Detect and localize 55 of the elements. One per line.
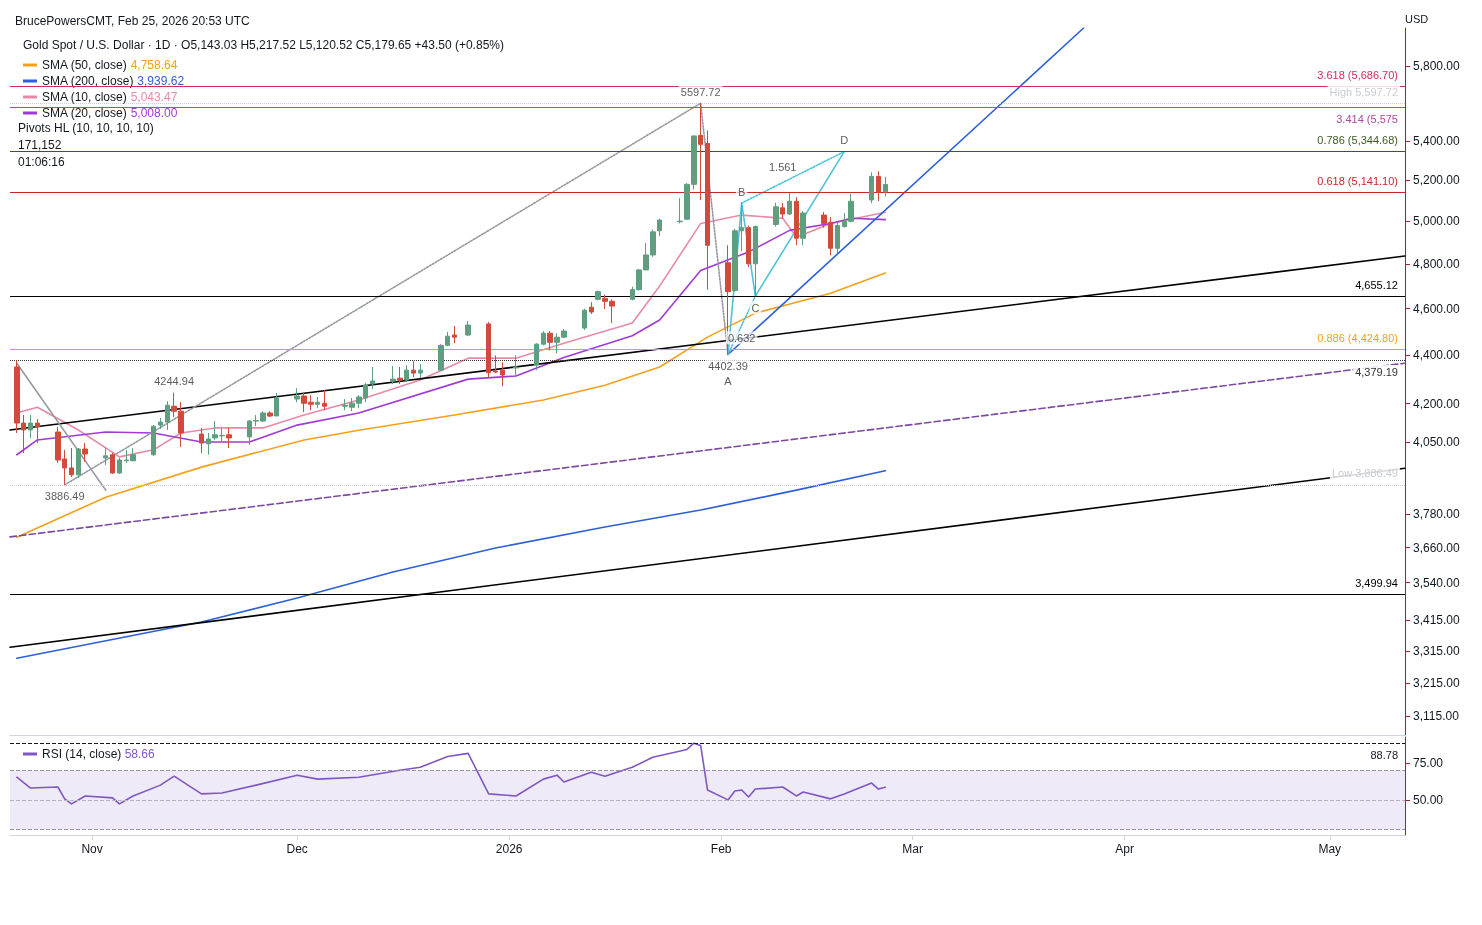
chart-subtitle: BrucePowersCMT, Feb 25, 2026 20:53 UTC <box>15 14 251 28</box>
y-tick-label: 4,400.00 <box>1413 348 1461 363</box>
ref-line-label: 3.618 (5,686.70) <box>1317 69 1398 82</box>
ref-line-label: 0.786 (5,344.68) <box>1317 134 1398 147</box>
legend-label: SMA (10, close) 5,043.47 <box>42 90 178 104</box>
ref-line-label: 4,379.19 <box>1355 365 1398 378</box>
ref-line-label: 3,499.94 <box>1355 576 1398 589</box>
y-tick-label: 3,780.00 <box>1413 506 1461 521</box>
x-tick-label: Apr <box>1115 842 1134 856</box>
y-tick-label: 5,800.00 <box>1413 59 1461 74</box>
y-tick-label: 4,200.00 <box>1413 396 1461 411</box>
y-tick-label: 4,050.00 <box>1413 434 1461 449</box>
y-tick-label: 5,000.00 <box>1413 214 1461 229</box>
x-tick-label: Mar <box>902 842 923 856</box>
legend-label: RSI (14, close) 58.66 <box>42 747 156 761</box>
annotation: 0.632 <box>727 331 756 344</box>
x-tick-label: 2026 <box>495 842 523 856</box>
x-tick-label: Dec <box>286 842 308 856</box>
annotation: 5597.72 <box>680 85 721 98</box>
y-tick-label: 3,115.00 <box>1413 709 1460 724</box>
annotation: 01:06:16 <box>18 155 66 169</box>
x-tick-label: Feb <box>710 842 732 856</box>
y-tick-label: 3,660.00 <box>1413 540 1461 555</box>
annotation: 4402.39 <box>708 360 748 372</box>
legend-label: SMA (50, close) 4,758.64 <box>42 58 178 72</box>
annotation: 3886.49 <box>44 490 85 503</box>
y-tick-label: 4,600.00 <box>1413 301 1461 316</box>
y-tick-label: 50.00 <box>1413 792 1444 807</box>
y-tick-label: 3,215.00 <box>1413 676 1461 691</box>
ref-line-label: 4,655.12 <box>1355 278 1398 291</box>
legend-label: SMA (200, close) 3,939.62 <box>42 74 185 88</box>
y-tick-label: 5,400.00 <box>1413 133 1461 148</box>
ref-line-label: 0.886 (4,424.80) <box>1317 331 1398 344</box>
ref-line-label: 88.78 <box>1370 748 1398 761</box>
annotation: C <box>751 301 760 314</box>
y-axis-title: USD <box>1405 12 1429 25</box>
x-tick-label: Nov <box>81 842 103 856</box>
legend-label: SMA (20, close) 5,008.00 <box>42 106 178 120</box>
ref-line-label: 0.618 (5,141.10) <box>1317 174 1398 187</box>
ref-line-label: 3.414 (5,575 <box>1336 112 1398 125</box>
y-tick-label: 3,315.00 <box>1413 644 1461 659</box>
y-tick-label: 5,200.00 <box>1413 173 1461 188</box>
annotation: 171,152 <box>18 138 62 152</box>
y-tick-label: 3,540.00 <box>1413 575 1461 590</box>
x-tick-label: May <box>1318 842 1342 856</box>
annotation: 4244.94 <box>154 375 194 388</box>
annotation: D <box>840 134 849 147</box>
text: Gold Spot / U.S. Dollar · 1D · O5,143.03 H5,217.52 L5,120.52 C5,179.65 +43.50 (+0.85%) <box>23 38 504 52</box>
annotation: 1.561 <box>768 160 797 173</box>
y-tick-label: 3,415.00 <box>1413 613 1461 628</box>
y-tick-label: 4,800.00 <box>1413 257 1461 272</box>
annotation: B <box>738 185 746 198</box>
y-tick-label: 75.00 <box>1413 756 1444 771</box>
annotation: A <box>724 375 733 387</box>
annotation: Pivots HL (10, 10, 10, 10) <box>18 121 154 135</box>
